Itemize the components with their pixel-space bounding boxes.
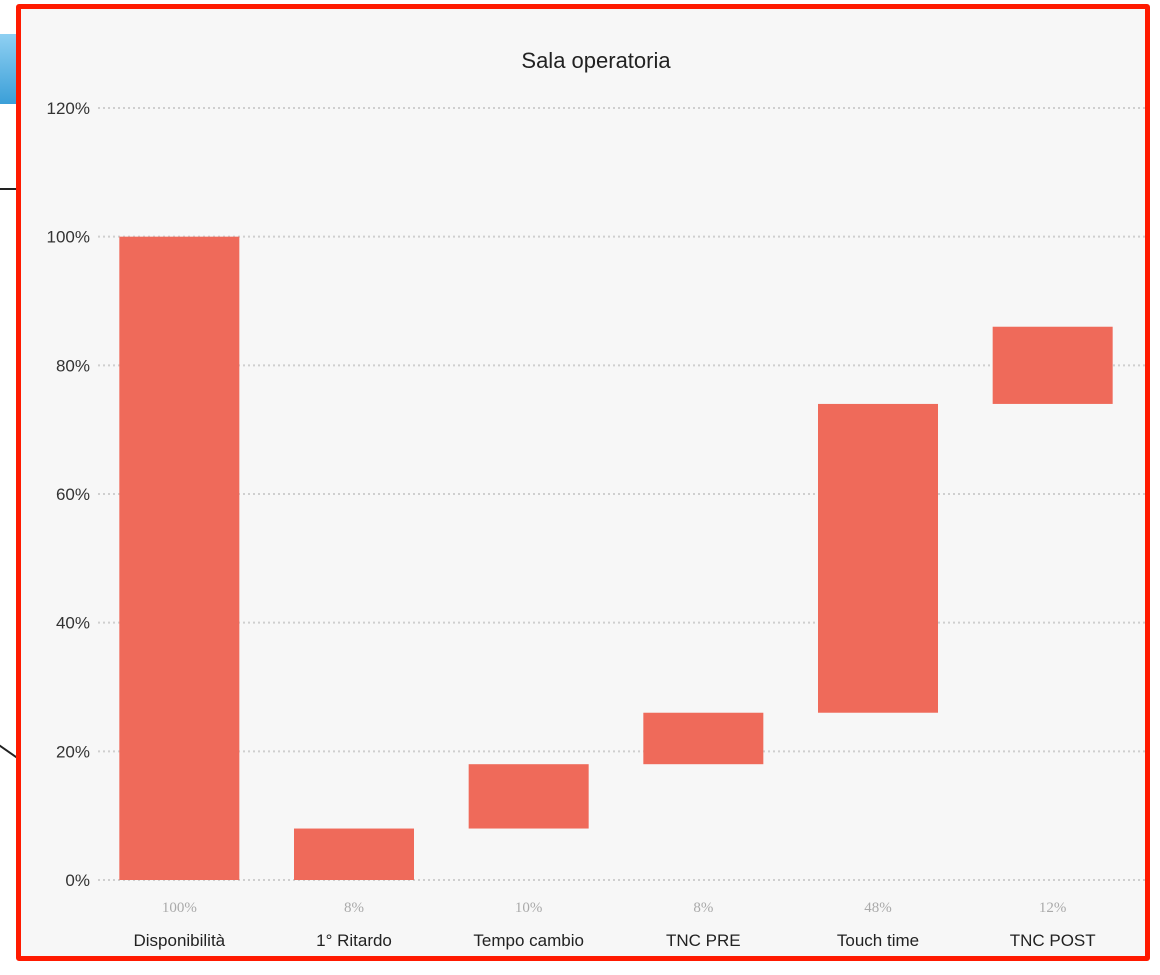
category-label: TNC POST xyxy=(1010,931,1096,950)
data-label: 10% xyxy=(515,900,543,916)
category-label: TNC PRE xyxy=(666,931,741,950)
data-label: 12% xyxy=(1039,900,1067,916)
background-line xyxy=(0,188,22,190)
bar xyxy=(294,828,414,880)
bar xyxy=(992,326,1113,404)
category-label: Touch time xyxy=(837,931,919,950)
y-tick-label: 120% xyxy=(47,99,90,118)
category-label: Tempo cambio xyxy=(473,931,584,950)
data-label: 100% xyxy=(162,900,197,916)
data-label: 8% xyxy=(693,900,713,916)
bar xyxy=(643,712,764,765)
y-tick-label: 0% xyxy=(65,871,90,890)
y-tick-label: 80% xyxy=(56,356,90,375)
y-tick-label: 60% xyxy=(56,485,90,504)
y-tick-label: 40% xyxy=(56,614,90,633)
data-label: 8% xyxy=(344,900,364,916)
y-tick-label: 20% xyxy=(56,742,90,761)
bar xyxy=(119,236,240,880)
category-label: 1° Ritardo xyxy=(316,931,392,950)
category-label: Disponibilità xyxy=(133,931,225,950)
bar xyxy=(818,403,938,713)
bar xyxy=(468,764,589,829)
y-tick-label: 100% xyxy=(47,228,90,247)
data-label: 48% xyxy=(864,900,892,916)
chart-title: Sala operatoria xyxy=(521,48,671,73)
